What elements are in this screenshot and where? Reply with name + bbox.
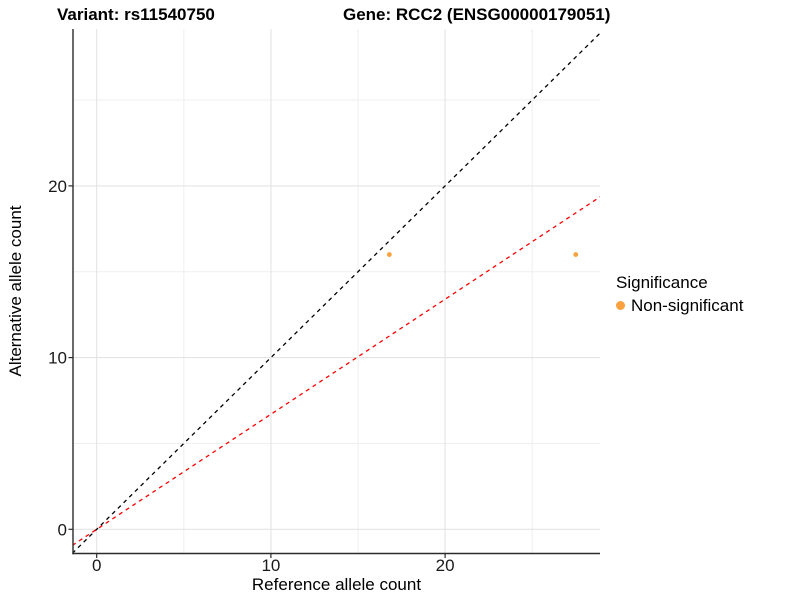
x-tick-label: 10 [261, 556, 280, 575]
y-axis-label: Alternative allele count [6, 205, 25, 377]
y-tick-label: 20 [48, 177, 67, 196]
data-point [573, 252, 579, 257]
x-tick-label: 20 [436, 556, 455, 575]
x-axis-label: Reference allele count [251, 575, 422, 594]
x-tick-label: 0 [92, 556, 101, 575]
reference-lines [73, 32, 600, 554]
legend-item-non-significant: Non-significant [616, 295, 743, 316]
gene-title: Gene: RCC2 (ENSG00000179051) [343, 5, 611, 24]
y-tick-label: 0 [58, 520, 67, 539]
legend-title: Significance [616, 273, 708, 292]
expected-ratio-line [73, 196, 600, 546]
legend: Significance Non-significant [616, 272, 743, 317]
data-point [386, 252, 392, 257]
legend-point-icon [616, 301, 625, 311]
legend-item-label: Non-significant [631, 296, 744, 316]
variant-title: Variant: rs11540750 [57, 5, 215, 24]
identity-line [73, 32, 600, 554]
y-tick-label: 10 [48, 349, 67, 368]
